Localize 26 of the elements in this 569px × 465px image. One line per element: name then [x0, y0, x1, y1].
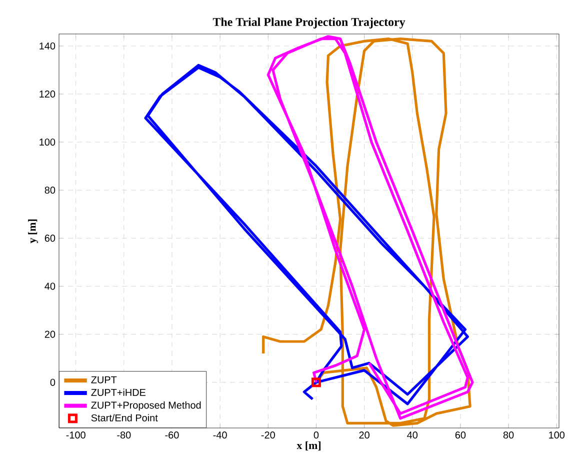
legend-label: Start/End Point [91, 414, 158, 422]
y-tick-label: 60 [44, 234, 56, 242]
x-tick-label: -20 [261, 432, 275, 439]
legend-label: ZUPT+iHDE [91, 388, 146, 396]
x-tick-label: -40 [213, 432, 227, 439]
y-tick-label: 20 [44, 330, 56, 338]
chart-title: The Trial Plane Projection Trajectory [212, 18, 406, 28]
y-tick-label: 40 [44, 282, 56, 290]
x-tick-label: -100 [66, 432, 86, 439]
legend-label: ZUPT+Proposed Method [91, 401, 201, 411]
x-axis-title: x [m] [296, 441, 320, 450]
x-tick-label: 20 [359, 432, 370, 439]
x-tick-label: -60 [165, 432, 179, 439]
y-tick-label: 0 [50, 378, 56, 386]
y-tick-label: 80 [44, 186, 56, 194]
x-tick-label: -80 [117, 432, 131, 439]
x-tick-label: 60 [455, 432, 466, 439]
y-tick-label: 100 [40, 138, 56, 146]
x-tick-label: 100 [549, 432, 565, 439]
x-tick-label: 0 [314, 432, 319, 439]
legend-label: ZUPT [91, 376, 117, 384]
y-tick-label: 120 [40, 90, 56, 98]
x-tick-label: 40 [407, 432, 418, 439]
y-tick-label: 140 [40, 42, 56, 50]
x-tick-label: 80 [503, 432, 514, 439]
y-axis-title: y [m] [28, 219, 38, 244]
